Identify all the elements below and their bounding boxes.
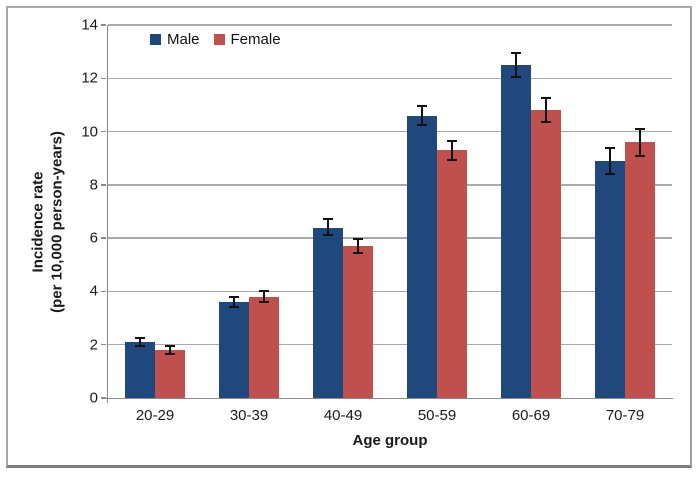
bar-male-30-39 [219, 302, 249, 398]
gridline-2 [108, 343, 672, 346]
x-tick-label-30-39: 30-39 [229, 407, 269, 424]
error-bar-male-50-59 [421, 106, 423, 125]
error-bar-female-20-29 [169, 346, 171, 355]
error-bar-cap-bottom-female-60-69 [541, 121, 551, 124]
y-axis-line [106, 25, 108, 403]
error-bar-cap-bottom-male-40-49 [323, 234, 333, 237]
bar-female-40-49 [343, 246, 373, 398]
y-tick-label-8: 8 [89, 176, 98, 194]
error-bar-cap-top-female-40-49 [353, 238, 363, 241]
gridline-6 [108, 237, 672, 239]
error-bar-cap-bottom-female-50-59 [447, 158, 457, 161]
error-bar-cap-top-female-60-69 [541, 97, 551, 100]
error-bar-cap-bottom-male-70-79 [605, 173, 615, 176]
y-tick-label-10: 10 [81, 123, 98, 141]
error-bar-cap-bottom-male-20-29 [135, 345, 145, 348]
error-bar-female-60-69 [545, 98, 547, 123]
x-tick-label-20-29: 20-29 [135, 407, 175, 424]
bar-male-50-59 [407, 115, 437, 398]
bar-female-30-39 [249, 296, 279, 398]
error-bar-male-20-29 [139, 338, 141, 347]
y-tick-label-12: 12 [81, 69, 98, 87]
bar-female-70-79 [625, 142, 655, 398]
error-bar-male-60-69 [515, 52, 517, 77]
error-bar-cap-top-male-20-29 [135, 337, 145, 340]
gridline-4 [108, 290, 672, 293]
y-axis-title: Incidence rate (per 10,000 person-years) [29, 36, 67, 409]
bar-male-40-49 [313, 227, 343, 398]
y-axis-tick-2 [101, 343, 106, 346]
bar-male-60-69 [501, 64, 531, 398]
y-axis-tick-10 [101, 130, 106, 133]
error-bar-cap-bottom-male-50-59 [417, 123, 427, 126]
error-bar-cap-top-male-70-79 [605, 146, 615, 149]
x-axis-line [106, 397, 673, 399]
error-bar-cap-bottom-female-70-79 [635, 154, 645, 157]
y-axis-tick-8 [101, 184, 106, 186]
y-axis-title-line1: Incidence rate [29, 171, 47, 273]
error-bar-cap-bottom-female-20-29 [165, 353, 175, 356]
y-axis-tick-12 [101, 77, 106, 80]
x-tick-label-50-59: 50-59 [417, 407, 457, 424]
y-axis-tick-0 [101, 397, 106, 399]
x-tick-label-40-49: 40-49 [323, 407, 363, 424]
error-bar-female-70-79 [639, 128, 641, 156]
error-bar-cap-top-female-20-29 [165, 345, 175, 348]
legend-label-male: Male [167, 31, 200, 48]
error-bar-female-30-39 [263, 291, 265, 303]
y-axis-tick-6 [101, 237, 106, 239]
error-bar-cap-top-male-50-59 [417, 105, 427, 108]
error-bar-male-30-39 [233, 296, 235, 308]
x-tick-label-70-79: 70-79 [605, 407, 645, 424]
error-bar-cap-top-female-70-79 [635, 127, 645, 130]
error-bar-cap-top-female-30-39 [259, 290, 269, 293]
gridline-12 [108, 77, 672, 80]
gridline-10 [108, 130, 672, 133]
legend-item-male: Male [150, 31, 200, 48]
bar-female-50-59 [437, 150, 467, 398]
y-axis-tick-4 [101, 290, 106, 293]
x-tick-label-60-69: 60-69 [511, 407, 551, 424]
bar-female-60-69 [531, 110, 561, 398]
error-bar-male-40-49 [327, 219, 329, 236]
error-bar-cap-top-male-60-69 [511, 51, 521, 54]
error-bar-cap-top-female-50-59 [447, 139, 457, 142]
legend-item-female: Female [213, 31, 281, 48]
error-bar-cap-bottom-female-40-49 [353, 251, 363, 254]
error-bar-cap-bottom-male-60-69 [511, 75, 521, 78]
female-series-swatch-icon [213, 34, 225, 45]
error-bar-female-40-49 [357, 239, 359, 253]
y-tick-label-14: 14 [81, 16, 98, 34]
error-bar-male-70-79 [609, 147, 611, 175]
gridline-14 [108, 24, 672, 26]
legend-label-female: Female [230, 31, 281, 48]
y-tick-label-6: 6 [89, 229, 98, 247]
legend: Male Female [150, 31, 281, 48]
plot-area [108, 24, 672, 398]
y-tick-label-4: 4 [89, 282, 98, 300]
y-tick-label-2: 2 [89, 336, 98, 354]
error-bar-female-50-59 [451, 140, 453, 160]
gridline-8 [108, 184, 672, 186]
error-bar-cap-bottom-male-30-39 [229, 306, 239, 309]
bar-male-20-29 [125, 342, 155, 398]
x-axis-title: Age group [352, 432, 428, 449]
bar-female-20-29 [155, 350, 185, 398]
error-bar-cap-top-male-40-49 [323, 218, 333, 221]
error-bar-cap-bottom-female-30-39 [259, 301, 269, 304]
y-tick-label-0: 0 [89, 389, 98, 407]
y-axis-tick-14 [101, 24, 106, 26]
error-bar-cap-top-male-30-39 [229, 295, 239, 298]
bar-male-70-79 [595, 160, 625, 398]
male-series-swatch-icon [150, 34, 161, 45]
